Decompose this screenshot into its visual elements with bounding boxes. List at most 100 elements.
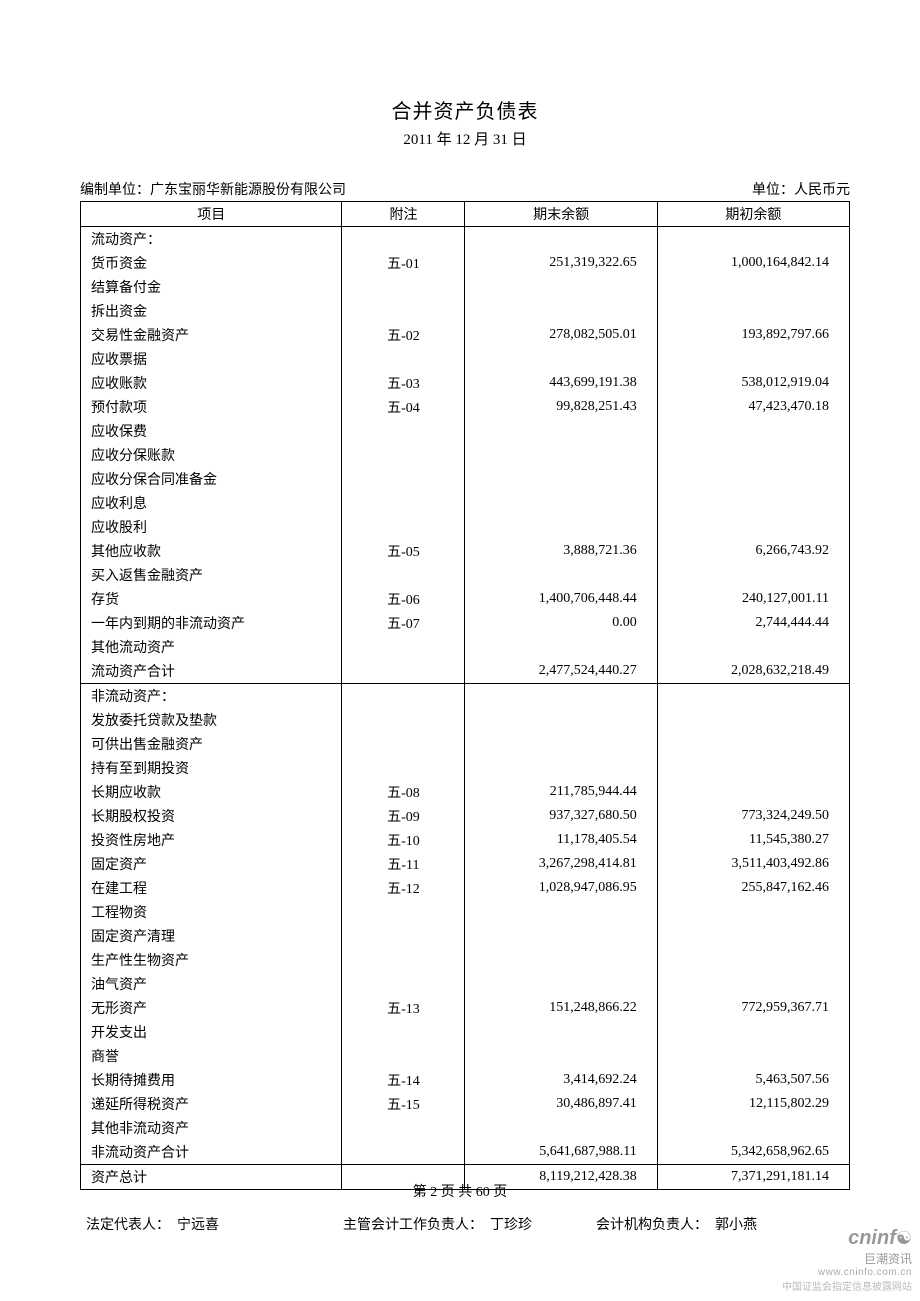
accounting-org-head-label: 会计机构负责人： bbox=[596, 1218, 708, 1233]
cell-beg: 538,012,919.04 bbox=[657, 371, 849, 395]
cell-beg: 5,463,507.56 bbox=[657, 1068, 849, 1092]
cell-beg bbox=[657, 732, 849, 756]
cell-beg bbox=[657, 708, 849, 732]
cell-end bbox=[465, 708, 657, 732]
accounting-head: 主管会计工作负责人： 丁珍珍 bbox=[343, 1214, 532, 1234]
table-row: 预付款项五-0499,828,251.4347,423,470.18 bbox=[81, 395, 850, 419]
cell-note bbox=[342, 275, 465, 299]
cell-beg bbox=[657, 924, 849, 948]
table-row: 买入返售金融资产 bbox=[81, 563, 850, 587]
accounting-org-head-name: 郭小燕 bbox=[715, 1218, 757, 1233]
cell-end bbox=[465, 275, 657, 299]
table-row: 存货五-061,400,706,448.44240,127,001.11 bbox=[81, 587, 850, 611]
page-title: 合并资产负债表 bbox=[80, 95, 850, 124]
table-row: 非流动资产合计5,641,687,988.115,342,658,962.65 bbox=[81, 1140, 850, 1165]
cell-note bbox=[342, 299, 465, 323]
balance-sheet-table: 项目 附注 期末余额 期初余额 流动资产：货币资金五-01251,319,322… bbox=[80, 201, 850, 1190]
cell-beg: 772,959,367.71 bbox=[657, 996, 849, 1020]
cell-end bbox=[465, 684, 657, 709]
prepared-by: 编制单位：广东宝丽华新能源股份有限公司 bbox=[80, 179, 346, 199]
cell-name: 递延所得税资产 bbox=[81, 1092, 342, 1116]
accounting-org-head: 会计机构负责人： 郭小燕 bbox=[596, 1214, 757, 1234]
cell-note bbox=[342, 1020, 465, 1044]
table-row: 非流动资产： bbox=[81, 684, 850, 709]
table-row: 无形资产五-13151,248,866.22772,959,367.71 bbox=[81, 996, 850, 1020]
cell-name: 发放委托贷款及垫款 bbox=[81, 708, 342, 732]
cell-end: 2,477,524,440.27 bbox=[465, 659, 657, 684]
prepared-by-value: 广东宝丽华新能源股份有限公司 bbox=[150, 183, 346, 198]
table-row: 应收利息 bbox=[81, 491, 850, 515]
cell-note: 五-07 bbox=[342, 611, 465, 635]
cell-name: 投资性房地产 bbox=[81, 828, 342, 852]
cell-end: 251,319,322.65 bbox=[465, 251, 657, 275]
cell-note bbox=[342, 972, 465, 996]
cell-name: 固定资产 bbox=[81, 852, 342, 876]
table-row: 长期待摊费用五-143,414,692.245,463,507.56 bbox=[81, 1068, 850, 1092]
col-end: 期末余额 bbox=[465, 202, 657, 227]
table-row: 应收分保合同准备金 bbox=[81, 467, 850, 491]
table-row: 应收股利 bbox=[81, 515, 850, 539]
cell-note: 五-15 bbox=[342, 1092, 465, 1116]
table-row: 流动资产： bbox=[81, 227, 850, 252]
cell-note bbox=[342, 948, 465, 972]
cell-note: 五-09 bbox=[342, 804, 465, 828]
cell-beg bbox=[657, 972, 849, 996]
table-row: 发放委托贷款及垫款 bbox=[81, 708, 850, 732]
cell-beg: 2,744,444.44 bbox=[657, 611, 849, 635]
cell-beg bbox=[657, 684, 849, 709]
cell-name: 其他应收款 bbox=[81, 539, 342, 563]
cell-end: 443,699,191.38 bbox=[465, 371, 657, 395]
cell-beg: 6,266,743.92 bbox=[657, 539, 849, 563]
cell-note bbox=[342, 684, 465, 709]
cell-end bbox=[465, 1044, 657, 1068]
cell-beg bbox=[657, 948, 849, 972]
cell-beg bbox=[657, 900, 849, 924]
cell-note bbox=[342, 515, 465, 539]
cell-end bbox=[465, 972, 657, 996]
page-number: 第 2 页 共 60 页 bbox=[0, 1181, 920, 1201]
cell-end: 99,828,251.43 bbox=[465, 395, 657, 419]
cell-name: 结算备付金 bbox=[81, 275, 342, 299]
cell-name: 流动资产合计 bbox=[81, 659, 342, 684]
cell-end bbox=[465, 900, 657, 924]
cell-beg bbox=[657, 1020, 849, 1044]
watermark-brand: cninf bbox=[848, 1227, 896, 1249]
cell-beg bbox=[657, 299, 849, 323]
cell-end: 937,327,680.50 bbox=[465, 804, 657, 828]
cell-end: 1,028,947,086.95 bbox=[465, 876, 657, 900]
cell-note bbox=[342, 732, 465, 756]
cell-name: 应收股利 bbox=[81, 515, 342, 539]
legal-rep: 法定代表人： 宁远喜 bbox=[86, 1214, 219, 1234]
cell-beg bbox=[657, 635, 849, 659]
cell-beg bbox=[657, 780, 849, 804]
table-row: 投资性房地产五-1011,178,405.5411,545,380.27 bbox=[81, 828, 850, 852]
table-row: 结算备付金 bbox=[81, 275, 850, 299]
table-row: 工程物资 bbox=[81, 900, 850, 924]
cell-end: 3,888,721.36 bbox=[465, 539, 657, 563]
cell-name: 生产性生物资产 bbox=[81, 948, 342, 972]
cell-beg: 240,127,001.11 bbox=[657, 587, 849, 611]
cell-name: 应收账款 bbox=[81, 371, 342, 395]
cell-end bbox=[465, 1020, 657, 1044]
cell-beg bbox=[657, 275, 849, 299]
page-subtitle: 2011 年 12 月 31 日 bbox=[80, 128, 850, 149]
cell-end bbox=[465, 491, 657, 515]
cell-name: 应收保费 bbox=[81, 419, 342, 443]
table-row: 其他流动资产 bbox=[81, 635, 850, 659]
table-row: 一年内到期的非流动资产五-070.002,744,444.44 bbox=[81, 611, 850, 635]
cell-name: 长期待摊费用 bbox=[81, 1068, 342, 1092]
cell-name: 交易性金融资产 bbox=[81, 323, 342, 347]
table-row: 持有至到期投资 bbox=[81, 756, 850, 780]
cell-name: 非流动资产： bbox=[81, 684, 342, 709]
cell-note bbox=[342, 419, 465, 443]
cell-end bbox=[465, 515, 657, 539]
table-row: 应收保费 bbox=[81, 419, 850, 443]
cell-name: 长期应收款 bbox=[81, 780, 342, 804]
accounting-head-label: 主管会计工作负责人： bbox=[343, 1218, 483, 1233]
cell-name: 应收分保合同准备金 bbox=[81, 467, 342, 491]
unit-label: 单位： bbox=[752, 183, 794, 198]
cell-beg: 11,545,380.27 bbox=[657, 828, 849, 852]
cell-end bbox=[465, 227, 657, 252]
cell-name: 应收利息 bbox=[81, 491, 342, 515]
cell-note bbox=[342, 491, 465, 515]
